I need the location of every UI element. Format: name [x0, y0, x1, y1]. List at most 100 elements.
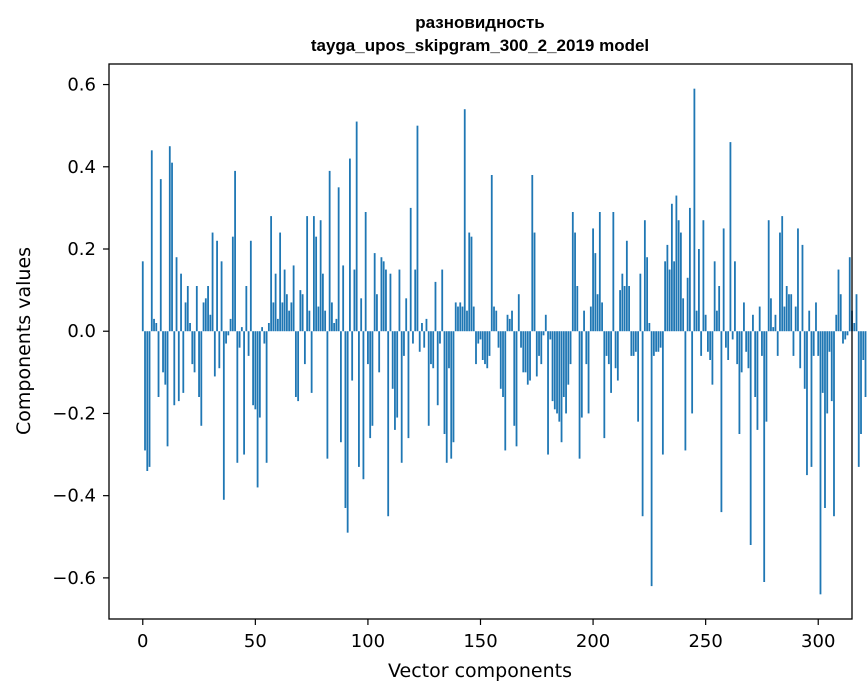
- bar: [418, 331, 421, 352]
- bar: [243, 331, 245, 455]
- bar: [452, 331, 455, 443]
- bar: [141, 261, 144, 332]
- bar: [790, 294, 793, 332]
- bar: [274, 273, 277, 332]
- bar: [506, 314, 509, 332]
- bar: [686, 277, 689, 332]
- bar: [231, 236, 234, 332]
- bar: [756, 331, 759, 430]
- bar: [558, 331, 561, 422]
- bar: [238, 331, 241, 348]
- bar: [490, 175, 493, 332]
- bar: [560, 331, 563, 443]
- bar: [247, 331, 250, 356]
- bar: [211, 232, 214, 332]
- bar: [499, 331, 502, 389]
- bar: [294, 331, 297, 397]
- bar: [513, 331, 516, 426]
- bar: [146, 331, 149, 471]
- bar: [477, 331, 480, 344]
- bars-group: [141, 88, 867, 595]
- bar: [362, 331, 365, 480]
- bar: [213, 331, 216, 377]
- bar: [619, 290, 621, 332]
- bar: [515, 331, 518, 447]
- bar: [391, 331, 394, 389]
- bar: [421, 323, 423, 332]
- bar: [740, 331, 743, 373]
- bar: [319, 220, 322, 332]
- bar: [148, 331, 151, 467]
- bar: [193, 331, 196, 373]
- bar: [326, 331, 329, 459]
- bar: [448, 331, 450, 369]
- bar: [605, 331, 608, 356]
- bar: [385, 269, 387, 332]
- bar: [380, 257, 383, 332]
- bar: [716, 310, 718, 332]
- bar: [349, 158, 351, 332]
- bar: [657, 331, 660, 352]
- bar: [396, 331, 399, 418]
- bar: [175, 257, 178, 332]
- y-axis: −0.6 −0.4 −0.2 0.0 0.2 0.4 0.6: [52, 75, 109, 589]
- x-tick-label: 300: [801, 631, 835, 652]
- bar: [688, 207, 691, 332]
- bar: [353, 269, 356, 332]
- bar: [578, 331, 581, 459]
- bar: [770, 298, 772, 332]
- bar: [803, 331, 806, 389]
- bar: [684, 331, 687, 451]
- bar: [794, 306, 797, 332]
- bar: [535, 331, 538, 377]
- bar: [709, 331, 712, 360]
- y-axis-label: Components values: [13, 247, 35, 435]
- bar: [454, 302, 457, 332]
- bar: [209, 314, 212, 332]
- bar: [574, 232, 576, 332]
- bar: [634, 331, 637, 352]
- bar: [526, 331, 529, 385]
- bar: [303, 331, 306, 365]
- bar: [826, 331, 829, 414]
- bar: [407, 331, 410, 439]
- bar: [414, 269, 417, 332]
- bar: [189, 323, 191, 332]
- bar: [612, 212, 615, 332]
- bar: [470, 236, 473, 332]
- bar: [508, 318, 511, 332]
- bar: [198, 331, 200, 397]
- bar: [486, 331, 489, 369]
- bar: [225, 331, 227, 344]
- bar: [186, 286, 189, 332]
- bar: [249, 240, 252, 332]
- bar: [693, 88, 696, 332]
- bar: [734, 261, 736, 332]
- bar: [403, 331, 405, 356]
- bar: [299, 290, 302, 332]
- bar: [409, 207, 412, 332]
- bar: [222, 331, 225, 500]
- bar: [698, 249, 700, 332]
- bar: [837, 269, 840, 332]
- bar: [502, 331, 504, 397]
- bar: [664, 261, 667, 332]
- bar: [758, 306, 761, 332]
- bar: [279, 232, 282, 332]
- bar: [707, 331, 709, 352]
- bar: [628, 286, 630, 332]
- bar: [155, 323, 158, 332]
- bar: [497, 331, 500, 348]
- bar: [839, 294, 842, 332]
- bar: [815, 302, 817, 332]
- bar: [587, 331, 590, 414]
- bar: [283, 269, 286, 332]
- bar: [648, 323, 651, 332]
- bar: [301, 294, 304, 332]
- bar: [594, 253, 597, 332]
- bar: [367, 331, 369, 365]
- bar: [797, 228, 799, 332]
- bar: [652, 331, 655, 356]
- bar: [589, 306, 592, 332]
